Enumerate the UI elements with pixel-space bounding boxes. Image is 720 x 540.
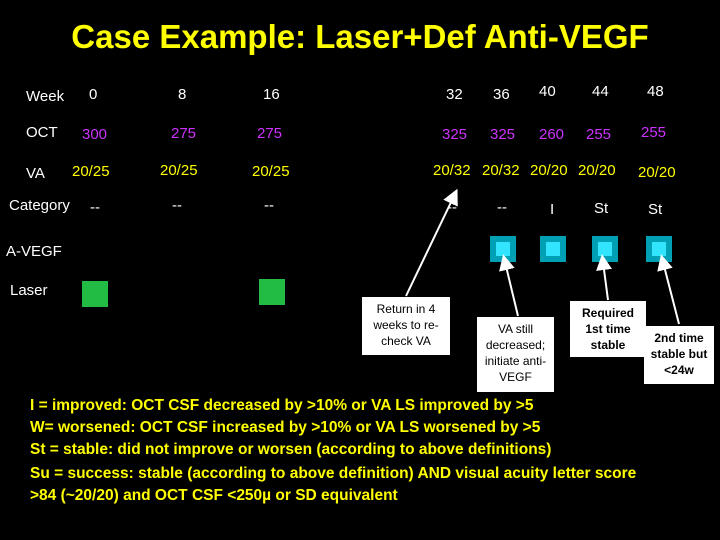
anti-vegf-row-label: A-VEGF [6,243,62,260]
category-value: -- [264,197,274,214]
va-value: 20/20 [638,164,676,181]
week-value: 48 [647,83,664,100]
week-value: 8 [178,86,187,103]
anti-vegf-marker [540,236,566,262]
legend-success: Su = success: stable (according to above… [30,465,637,504]
oct-row-label: OCT [26,124,58,141]
callout-arrow [405,188,458,297]
week-value: 40 [539,83,556,100]
va-row-label: VA [26,165,45,182]
callout-box: Return in 4 weeks to re-check VA [362,297,450,355]
week-value: 16 [263,86,280,103]
oct-value: 255 [641,124,667,141]
category-value: I [550,201,555,218]
category-row-label: Category [9,197,70,214]
laser-row-label: Laser [10,282,48,299]
week-value: 36 [493,86,510,103]
category-value: -- [447,199,457,216]
oct-value: 260 [539,126,565,143]
oct-value: 275 [171,125,197,142]
va-value: 20/20 [578,162,616,179]
week-value: 32 [446,86,463,103]
va-value: 20/20 [530,162,568,179]
callout-arrow [499,254,519,317]
category-value: St [648,201,663,218]
va-value: 20/25 [160,162,198,179]
week-row-label: Week [26,88,65,105]
oct-value: 275 [257,125,283,142]
va-value: 20/32 [482,162,520,179]
slide-title: Case Example: Laser+Def Anti-VEGF [71,18,649,55]
laser-marker [259,279,285,305]
callout-arrow [657,254,680,325]
category-value: -- [172,197,182,214]
week-value: 44 [592,83,609,100]
category-value: -- [497,199,507,216]
callout-box: VA still decreased; initiate anti-VEGF [477,317,554,392]
category-value: -- [90,199,100,216]
legend-stable: St = stable: did not improve or worsen (… [30,441,552,458]
callout-box: Required 1st time stable [570,301,646,357]
va-value: 20/32 [433,162,471,179]
callout-arrow [596,254,612,301]
va-value: 20/25 [252,163,290,180]
legend-improved: I = improved: OCT CSF decreased by >10% … [30,397,534,414]
legend-worsened: W= worsened: OCT CSF increased by >10% o… [30,419,541,436]
oct-value: 255 [586,126,612,143]
callout-box: 2nd time stable but <24w [644,326,714,384]
category-value: St [594,200,609,217]
oct-value: 325 [490,126,516,143]
va-value: 20/25 [72,163,110,180]
oct-value: 325 [442,126,468,143]
week-value: 0 [89,86,98,103]
oct-value: 300 [82,126,108,143]
laser-marker [82,281,108,307]
